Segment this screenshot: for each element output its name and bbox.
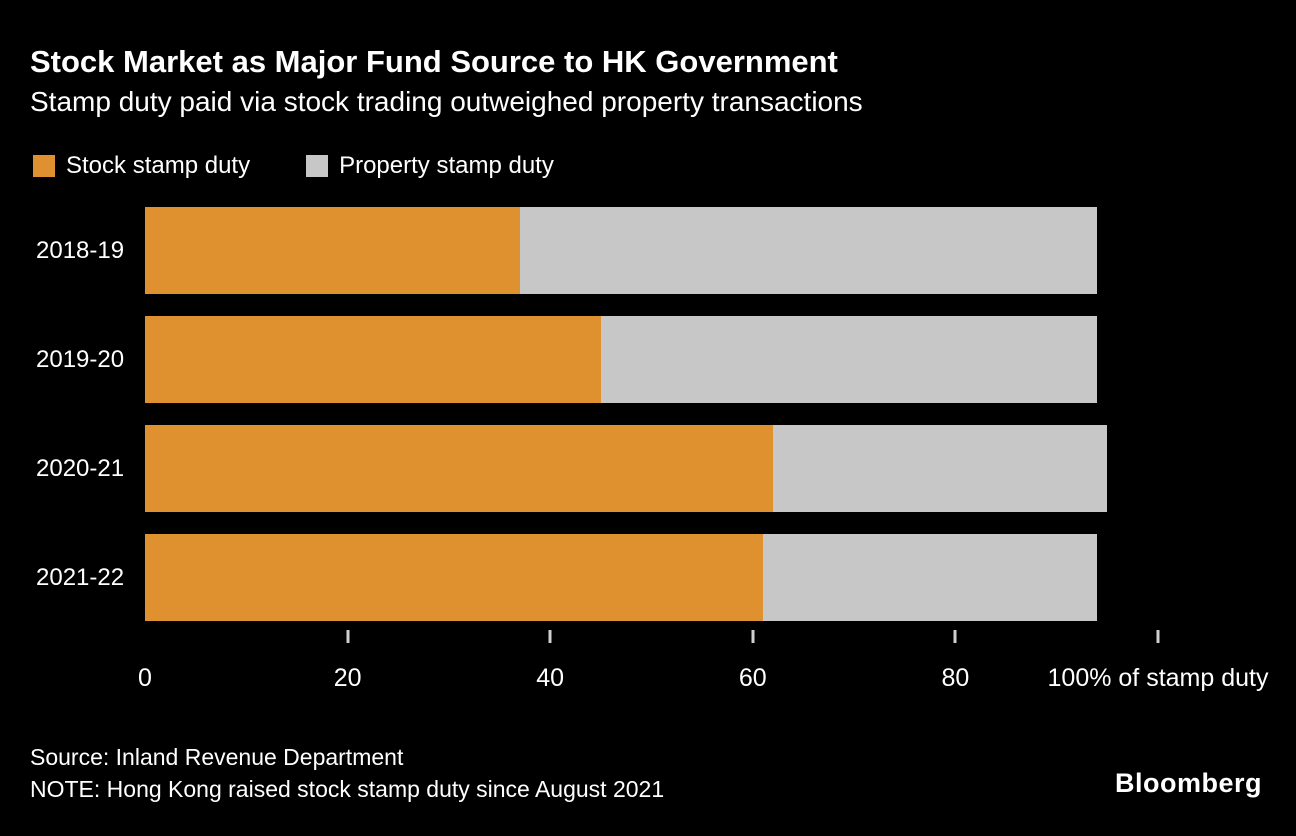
legend-item-stock: Stock stamp duty (33, 152, 250, 180)
bloomberg-logo: Bloomberg (1114, 768, 1262, 798)
bar-track (145, 534, 1158, 621)
note-line: NOTE: Hong Kong raised stock stamp duty … (30, 776, 665, 802)
legend-swatch-stock-icon (33, 155, 55, 177)
bar-row: 2019-20 (30, 316, 1158, 403)
plot-area: 2018-19 2019-20 2020-21 2021-22 (30, 207, 1158, 621)
category-label: 2020-21 (36, 454, 125, 482)
category-label: 2019-20 (36, 345, 125, 373)
tick-label: 20 (333, 664, 362, 692)
bar-row: 2020-21 (30, 425, 1158, 512)
bar-segment-property (773, 425, 1108, 512)
tick-label: 100% of stamp duty (1047, 664, 1269, 692)
bar-row: 2018-19 (30, 207, 1158, 294)
tick-mark (346, 630, 350, 643)
bar-segment-stock (145, 207, 520, 294)
tick-label: 80 (941, 664, 970, 692)
bar-segment-property (519, 207, 1098, 294)
tick-label: 40 (536, 664, 565, 692)
bar-segment-stock (145, 425, 774, 512)
bar-track (145, 316, 1158, 403)
bar-segment-property (762, 534, 1098, 621)
tick-mark (751, 630, 755, 643)
chart-subtitle: Stamp duty paid via stock trading outwei… (30, 86, 863, 117)
tick-label: 0 (138, 664, 152, 692)
bar-row: 2021-22 (30, 534, 1158, 621)
legend-label-stock: Stock stamp duty (66, 152, 251, 179)
tick-mark (953, 630, 957, 643)
chart-title: Stock Market as Major Fund Source to HK … (30, 44, 838, 79)
bar-segment-stock (145, 534, 763, 621)
tick-mark (1156, 630, 1160, 643)
bar-track (145, 207, 1158, 294)
legend-item-property: Property stamp duty (306, 152, 554, 180)
legend-swatch-property-icon (306, 155, 329, 177)
source-line: Source: Inland Revenue Department (30, 744, 404, 770)
bar-segment-property (600, 316, 1098, 403)
bar-segment-stock (145, 316, 601, 403)
x-axis: 0 20 40 60 80 100% of stamp duty (138, 628, 1268, 704)
legend: Stock stamp duty Property stamp duty (33, 152, 554, 180)
legend-label-property: Property stamp duty (339, 152, 554, 179)
category-label: 2018-19 (36, 236, 125, 264)
category-label: 2021-22 (36, 563, 125, 591)
tick-mark (548, 630, 552, 643)
tick-label: 60 (738, 664, 767, 692)
bar-track (145, 425, 1158, 512)
